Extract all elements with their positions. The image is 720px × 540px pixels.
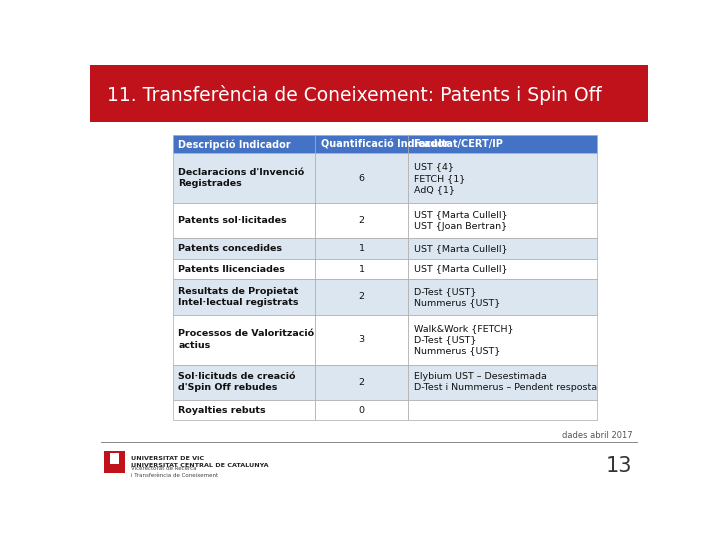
Text: UNIVERSITAT DE VIC
UNIVERSITAT CENTRAL DE CATALUNYA: UNIVERSITAT DE VIC UNIVERSITAT CENTRAL D… <box>131 456 269 468</box>
FancyBboxPatch shape <box>408 136 597 153</box>
Text: Descripció Indicador: Descripció Indicador <box>178 139 291 150</box>
FancyBboxPatch shape <box>408 153 597 203</box>
FancyBboxPatch shape <box>315 259 408 279</box>
FancyBboxPatch shape <box>90 65 648 122</box>
Text: Royalties rebuts: Royalties rebuts <box>178 406 266 415</box>
FancyBboxPatch shape <box>104 451 125 473</box>
FancyBboxPatch shape <box>315 203 408 239</box>
FancyBboxPatch shape <box>173 279 315 315</box>
FancyBboxPatch shape <box>315 153 408 203</box>
Text: UST {4}
FETCH {1}
AdQ {1}: UST {4} FETCH {1} AdQ {1} <box>413 162 465 194</box>
FancyBboxPatch shape <box>173 203 315 239</box>
Text: Resultats de Propietat
Intel·lectual registrats: Resultats de Propietat Intel·lectual reg… <box>178 287 299 307</box>
Text: Declaracions d'Invenció
Registrades: Declaracions d'Invenció Registrades <box>178 168 305 188</box>
Text: dades abril 2017: dades abril 2017 <box>562 431 632 440</box>
FancyBboxPatch shape <box>408 400 597 420</box>
FancyBboxPatch shape <box>315 239 408 259</box>
FancyBboxPatch shape <box>173 315 315 365</box>
Text: Patents concedides: Patents concedides <box>178 244 282 253</box>
Text: 11. Transferència de Coneixement: Patents i Spin Off: 11. Transferència de Coneixement: Patent… <box>107 85 601 105</box>
Text: 13: 13 <box>606 456 632 476</box>
FancyBboxPatch shape <box>408 239 597 259</box>
FancyBboxPatch shape <box>315 279 408 315</box>
Text: Quantificació Indicador: Quantificació Indicador <box>320 139 449 150</box>
FancyBboxPatch shape <box>408 364 597 400</box>
FancyBboxPatch shape <box>315 364 408 400</box>
FancyBboxPatch shape <box>173 136 315 153</box>
Text: Processos de Valorització
actius: Processos de Valorització actius <box>178 329 315 350</box>
FancyBboxPatch shape <box>173 400 315 420</box>
Text: 1: 1 <box>359 244 364 253</box>
FancyBboxPatch shape <box>109 453 120 464</box>
Text: 2: 2 <box>359 217 364 225</box>
FancyBboxPatch shape <box>173 153 315 203</box>
Text: UST {Marta Cullell}: UST {Marta Cullell} <box>413 244 507 253</box>
Text: 6: 6 <box>359 174 364 183</box>
FancyBboxPatch shape <box>173 239 315 259</box>
Text: Sol·licituds de creació
d'Spin Off rebudes: Sol·licituds de creació d'Spin Off rebud… <box>178 372 296 393</box>
Text: Elybium UST – Desestimada
D-Test i Nummerus – Pendent resposta: Elybium UST – Desestimada D-Test i Numme… <box>413 372 597 393</box>
Text: Walk&Work {FETCH}
D-Test {UST}
Nummerus {UST}: Walk&Work {FETCH} D-Test {UST} Nummerus … <box>413 323 513 355</box>
FancyBboxPatch shape <box>408 203 597 239</box>
Text: UST {Marta Cullell}: UST {Marta Cullell} <box>413 265 507 274</box>
Text: Facultat/CERT/IP: Facultat/CERT/IP <box>413 139 503 150</box>
Text: 1: 1 <box>359 265 364 274</box>
Text: 0: 0 <box>359 406 364 415</box>
Text: 2: 2 <box>359 377 364 387</box>
FancyBboxPatch shape <box>408 279 597 315</box>
FancyBboxPatch shape <box>315 400 408 420</box>
Text: 2: 2 <box>359 293 364 301</box>
Text: Patents sol·licitades: Patents sol·licitades <box>178 217 287 225</box>
FancyBboxPatch shape <box>173 364 315 400</box>
FancyBboxPatch shape <box>173 259 315 279</box>
FancyBboxPatch shape <box>408 259 597 279</box>
Text: Patents llicenciades: Patents llicenciades <box>178 265 285 274</box>
FancyBboxPatch shape <box>315 315 408 365</box>
Text: UST {Marta Cullell}
UST {Joan Bertran}: UST {Marta Cullell} UST {Joan Bertran} <box>413 211 507 231</box>
Text: D-Test {UST}
Nummerus {UST}: D-Test {UST} Nummerus {UST} <box>413 287 500 307</box>
FancyBboxPatch shape <box>315 136 408 153</box>
Text: Vicerectorat de Recerca
i Transferència de Coneixement: Vicerectorat de Recerca i Transferència … <box>131 466 218 477</box>
FancyBboxPatch shape <box>408 315 597 365</box>
Text: 3: 3 <box>359 335 364 344</box>
